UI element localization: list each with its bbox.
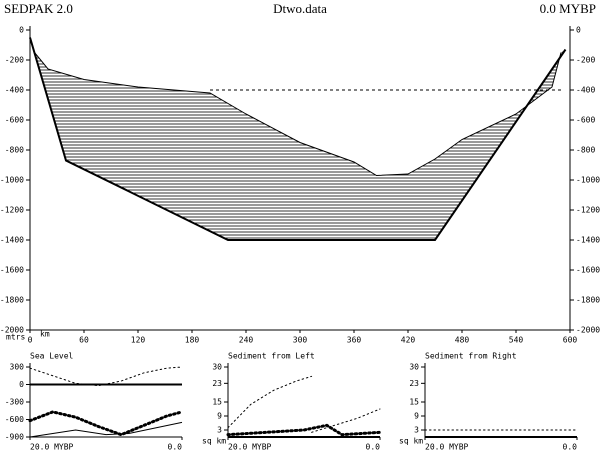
y-tick-label: -200 [5,56,24,65]
series-line [29,37,567,241]
y-tick-label: 3 [217,426,222,435]
y-tick-label: -1400 [0,236,24,245]
app-name: SEDPAK 2.0 [4,1,73,16]
y-tick-label-right: -2000 [576,326,600,335]
time-label: 0.0 MYBP [540,1,596,16]
y-tick-label: -900 [5,433,24,442]
y-tick-label: 23 [212,379,222,388]
x-tick-label: 20.0 MYBP [228,443,272,452]
y-tick-label: -400 [5,86,24,95]
y-tick-label: -1200 [0,206,24,215]
y-tick-label-right: -1800 [576,296,600,305]
y-tick-label: -600 [5,415,24,424]
x-tick-label: 300 [293,336,308,345]
y-tick-label: 15 [409,398,419,407]
x-tick-label: 0.0 [563,443,578,452]
y-tick-label-right: -400 [576,86,595,95]
series-line [28,410,184,437]
y-tick-label: 3 [414,426,419,435]
y-axis-label: sq km [399,437,423,446]
x-tick-label: 480 [455,336,470,345]
x-tick-label: 240 [239,336,254,345]
panel-title: Sea Level [30,352,74,361]
y-tick-label: -1000 [0,176,24,185]
x-tick-label: 0.0 [168,443,183,452]
y-axis-label: mtrs [6,333,25,342]
x-tick-label: 420 [401,336,416,345]
series-line [226,423,382,437]
x-axis-label: km [40,330,50,339]
file-name: Dtwo.data [273,1,327,16]
series-line [29,37,562,177]
y-tick-label-right: -1600 [576,266,600,275]
y-tick-label: 0 [19,26,24,35]
y-tick-label-right: -600 [576,116,595,125]
y-tick-label: 15 [212,398,222,407]
y-axis-label: sq km [202,437,226,446]
y-tick-label-right: -200 [576,56,595,65]
y-tick-label: 30 [409,363,419,372]
x-tick-label: 180 [185,336,200,345]
y-tick-label-right: -1400 [576,236,600,245]
y-tick-label: -1600 [0,266,24,275]
x-tick-label: 540 [509,336,524,345]
x-tick-label: 20.0 MYBP [425,443,469,452]
panel-title: Sediment from Left [228,352,315,361]
y-tick-label: -1800 [0,296,24,305]
y-tick-label: -300 [5,398,24,407]
y-tick-label: 9 [217,412,222,421]
x-tick-label: 0 [28,336,33,345]
y-tick-label: -2000 [0,326,24,335]
y-tick-label: 0 [19,380,24,389]
y-tick-label: -600 [5,116,24,125]
y-tick-label: 30 [212,363,222,372]
series-line [227,375,313,429]
series-line [311,408,381,433]
y-tick-label-right: -1200 [576,206,600,215]
sediment-fill [30,37,566,240]
y-tick-label-right: -1000 [576,176,600,185]
y-tick-label: -800 [5,146,24,155]
series-line [29,366,183,387]
x-tick-label: 360 [347,336,362,345]
y-tick-label: 9 [414,412,419,421]
x-tick-label: 600 [563,336,578,345]
series-line [29,421,183,438]
y-tick-label: 300 [10,363,25,372]
y-tick-label-right: 0 [576,26,581,35]
x-tick-label: 20.0 MYBP [30,443,74,452]
panel-title: Sediment from Right [425,352,517,361]
y-tick-label-right: -800 [576,146,595,155]
x-tick-label: 120 [131,336,146,345]
x-tick-label: 60 [79,336,89,345]
x-tick-label: 0.0 [366,443,381,452]
y-tick-label: 23 [409,379,419,388]
